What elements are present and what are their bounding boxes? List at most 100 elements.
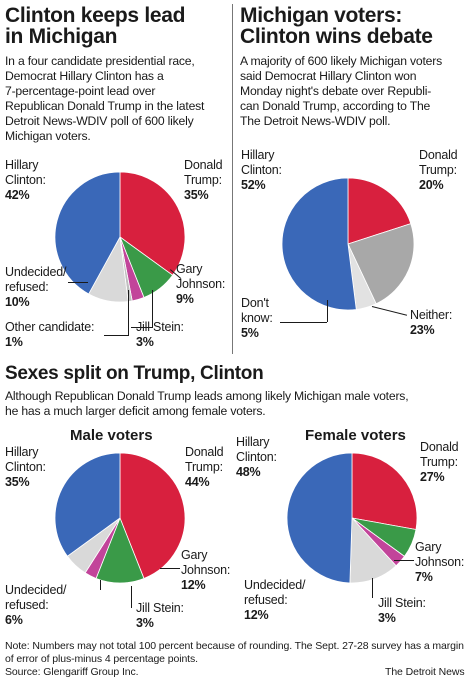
- label-name: Donald Trump:: [420, 440, 459, 469]
- label-clinton-2: Hillary Clinton: 52%: [241, 148, 282, 193]
- leader-line: [280, 322, 327, 323]
- panel3-body-line: Although Republican Donald Trump leads a…: [5, 389, 409, 403]
- label-value: 42%: [5, 188, 30, 202]
- leader-line: [152, 290, 153, 328]
- panel2-body-line: can Donald Trump, according to The: [240, 99, 431, 113]
- pie-slice-hillary-clinton: [281, 177, 357, 311]
- label-undecided-f: Undecided/ refused: 12%: [244, 578, 305, 623]
- label-value: 12%: [181, 578, 206, 592]
- panel2-body-line: Monday night's debate over Republi-: [240, 84, 432, 98]
- label-undecided-m: Undecided/ refused: 6%: [5, 583, 66, 628]
- pie-chart-michigan-race: [54, 171, 186, 303]
- panel2-body-line: The Detroit News-WDIV poll.: [240, 114, 391, 128]
- label-johnson-m: Gary Johnson: 12%: [181, 548, 230, 593]
- panel2-body: A majority of 600 likely Michigan voters…: [240, 54, 465, 129]
- panel-divider: [232, 4, 233, 354]
- panel3-body-line: he has a much larger deficit among femal…: [5, 404, 266, 418]
- label-name: Gary Johnson:: [176, 262, 226, 291]
- label-undecided-1: Undecided/ refused: 10%: [5, 265, 66, 310]
- label-value: 3%: [136, 335, 154, 349]
- panel1-title: Clinton keeps lead in Michigan: [5, 5, 185, 47]
- panel1-title-line1: Clinton keeps lead: [5, 4, 186, 27]
- label-name: Jill Stein:: [378, 596, 426, 610]
- label-value: 35%: [5, 475, 30, 489]
- label-value: 1%: [5, 335, 23, 349]
- label-value: 27%: [420, 470, 445, 484]
- label-name: Undecided/ refused:: [244, 578, 306, 607]
- footer-credit: The Detroit News: [385, 666, 465, 678]
- label-value: 3%: [136, 616, 154, 630]
- panel2-title-line2: Clinton wins debate: [240, 25, 433, 48]
- leader-line: [394, 560, 414, 561]
- panel3-body: Although Republican Donald Trump leads a…: [5, 389, 465, 419]
- male-voters-title: Male voters: [70, 427, 153, 444]
- leader-line: [160, 568, 180, 569]
- panel1-body-line: 7-percentage-point lead over: [5, 84, 156, 98]
- leader-line: [68, 282, 88, 283]
- label-johnson-f: Gary Johnson: 7%: [415, 540, 464, 585]
- label-value: 35%: [184, 188, 209, 202]
- label-name: Undecided/ refused:: [5, 265, 67, 294]
- panel2-body-line: said Democrat Hillary Clinton won: [240, 69, 417, 83]
- label-trump-1: Donald Trump: 35%: [184, 158, 223, 203]
- label-name: Other candidate:: [5, 320, 95, 334]
- label-value: 6%: [5, 613, 23, 627]
- leader-line: [131, 586, 132, 608]
- label-dontknow-2: Don't know: 5%: [241, 296, 273, 341]
- footer-note-line: Note: Numbers may not total 100 percent …: [5, 640, 464, 652]
- pie-slice-hillary-clinton: [54, 452, 121, 557]
- female-voters-title: Female voters: [305, 427, 406, 444]
- label-value: 7%: [415, 570, 433, 584]
- label-name: Gary Johnson:: [415, 540, 465, 569]
- label-trump-2: Donald Trump: 20%: [419, 148, 458, 193]
- label-value: 3%: [378, 611, 396, 625]
- label-name: Donald Trump:: [185, 445, 224, 474]
- leader-line: [327, 300, 328, 322]
- leader-line: [100, 580, 101, 590]
- panel1-body: In a four candidate presidential race, D…: [5, 54, 230, 144]
- label-trump-m: Donald Trump: 44%: [185, 445, 224, 490]
- pie-slice-donald-trump: [119, 452, 186, 579]
- pie-slice-hillary-clinton: [286, 452, 353, 584]
- leader-line: [131, 327, 152, 328]
- label-name: Neither:: [410, 308, 453, 322]
- panel2-body-line: A majority of 600 likely Michigan voters: [240, 54, 442, 68]
- pie-slice-hillary-clinton: [54, 171, 121, 295]
- panel3-title: Sexes split on Trump, Clinton: [5, 363, 264, 384]
- pie-chart-male: [54, 452, 186, 584]
- label-name: Donald Trump:: [419, 148, 458, 177]
- footer-source: Source: Glengariff Group Inc.: [5, 666, 139, 678]
- label-clinton-f: Hillary Clinton: 48%: [236, 435, 277, 480]
- label-clinton-m: Hillary Clinton: 35%: [5, 445, 46, 490]
- label-name: Undecided/ refused:: [5, 583, 67, 612]
- label-neither-2: Neither: 23%: [410, 308, 452, 338]
- label-stein-m: Jill Stein: 3%: [136, 601, 184, 631]
- label-value: 5%: [241, 326, 259, 340]
- label-name: Jill Stein:: [136, 601, 184, 615]
- pie-slice-donald-trump: [347, 177, 412, 245]
- pie-chart-debate: [281, 177, 415, 311]
- label-other-1: Other candidate: 1%: [5, 320, 94, 350]
- label-clinton-1: Hillary Clinton: 42%: [5, 158, 46, 203]
- label-trump-f: Donald Trump: 27%: [420, 440, 459, 485]
- panel1-body-line: Detroit News-WDIV poll of 600 likely: [5, 114, 194, 128]
- pie-slice-donald-trump: [119, 171, 186, 276]
- label-name: Hillary Clinton:: [241, 148, 282, 177]
- pie-slice-neither: [347, 223, 415, 305]
- panel2-title: Michigan voters: Clinton wins debate: [240, 5, 433, 47]
- leader-line: [104, 335, 128, 336]
- footer-note-line: of error of plus-minus 4 percentage poin…: [5, 653, 198, 665]
- label-stein-f: Jill Stein: 3%: [378, 596, 426, 626]
- label-name: Gary Johnson:: [181, 548, 231, 577]
- panel1-body-line: In a four candidate presidential race,: [5, 54, 195, 68]
- label-value: 20%: [419, 178, 444, 192]
- label-value: 44%: [185, 475, 210, 489]
- label-name: Donald Trump:: [184, 158, 223, 187]
- leader-line: [372, 578, 373, 598]
- label-name: Hillary Clinton:: [236, 435, 277, 464]
- panel1-body-line: Democrat Hillary Clinton has a: [5, 69, 164, 83]
- label-value: 10%: [5, 295, 30, 309]
- panel2-title-line1: Michigan voters:: [240, 4, 403, 27]
- label-johnson-1: Gary Johnson: 9%: [176, 262, 225, 307]
- label-value: 23%: [410, 323, 435, 337]
